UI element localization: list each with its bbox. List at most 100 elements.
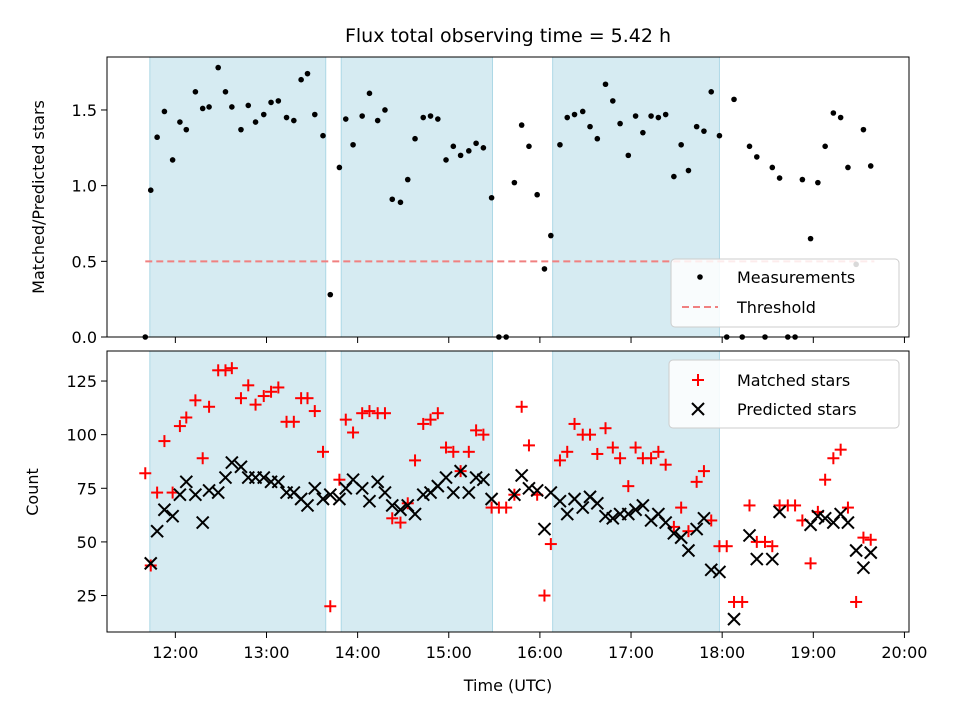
predicted-star-point: [446, 485, 461, 500]
matched-star-point: [622, 480, 635, 493]
legend-label-threshold: Threshold: [736, 298, 816, 317]
measurement-point: [685, 167, 692, 174]
bottom-y-ticks: 25 50 75 100 125: [66, 372, 107, 606]
predicted-star-point: [621, 507, 636, 521]
top-axes-frame: [106, 56, 910, 338]
predicted-star-point: [453, 464, 468, 478]
measurement-point: [610, 98, 616, 104]
measurement-point: [154, 134, 160, 141]
top-panel: 0.0 0.5 1.0 1.5 Matched/Predicted stars Mea…: [29, 56, 910, 347]
y-tick-label-1: 0.5: [72, 252, 97, 271]
predicted-stars-points: [144, 455, 878, 626]
matched-star-point: [500, 501, 513, 514]
y-tick-label-3: 100: [66, 426, 97, 445]
measurement-point: [374, 117, 381, 124]
matched-star-point: [409, 454, 422, 467]
measurement-point: [192, 89, 199, 95]
predicted-star-point: [560, 507, 574, 521]
measurement-point: [557, 141, 563, 148]
measurement-point: [169, 157, 176, 163]
measurement-point: [397, 199, 404, 206]
predicted-star-point: [469, 470, 483, 485]
matched-star-point: [272, 381, 285, 394]
predicted-star-point: [484, 492, 499, 506]
measurement-point: [147, 187, 154, 193]
measurement-point: [404, 176, 411, 183]
predicted-star-point: [750, 552, 764, 566]
measurement-point: [457, 152, 464, 159]
measurement-point: [693, 123, 700, 130]
matched-star-point: [339, 413, 352, 426]
bottom-y-axis-label: Count: [23, 468, 42, 516]
matched-star-point: [356, 407, 369, 420]
measurement-point: [617, 120, 623, 127]
predicted-star-point: [157, 503, 172, 517]
predicted-star-point: [598, 509, 613, 523]
x-axis-label: Time (UTC): [463, 676, 552, 695]
measurement-point: [822, 143, 828, 150]
predicted-star-point: [772, 505, 787, 519]
matched-star-point: [225, 362, 238, 375]
matched-star-point: [515, 400, 528, 413]
measurement-point: [518, 122, 525, 128]
measurement-point: [579, 108, 586, 115]
predicted-star-point: [144, 556, 158, 571]
measurement-point: [548, 232, 554, 239]
predicted-star-point: [439, 470, 453, 485]
measurement-point: [602, 81, 609, 88]
measurement-point: [754, 154, 760, 160]
matched-star-point: [287, 415, 300, 428]
predicted-star-point: [150, 524, 164, 538]
measurement-point: [708, 89, 715, 95]
measurement-point: [311, 111, 318, 118]
matched-star-point: [736, 595, 749, 608]
predicted-star-point: [257, 470, 271, 485]
matched-star-point: [203, 400, 216, 413]
predicted-star-point: [211, 485, 225, 500]
y-tick-label-2: 75: [77, 479, 97, 498]
predicted-star-point: [362, 494, 377, 508]
measurement-point: [283, 114, 290, 121]
x-tick-label-3: 15:00: [426, 643, 472, 662]
measurement-point: [678, 141, 684, 148]
measurement-point: [215, 64, 221, 71]
measurement-point: [845, 164, 851, 171]
predicted-star-point: [674, 530, 688, 545]
matched-star-point: [347, 426, 360, 439]
matched-star-point: [827, 452, 840, 465]
predicted-star-point: [225, 455, 239, 470]
measurement-point: [199, 105, 206, 112]
matched-star-point: [629, 441, 642, 454]
measurement-point: [206, 104, 212, 110]
measurement-point: [350, 141, 356, 148]
top-legend-box: [670, 258, 900, 328]
predicted-star-point: [590, 496, 605, 511]
matched-star-point: [857, 531, 870, 544]
measurement-point: [268, 99, 274, 106]
measurement-point: [807, 235, 814, 242]
measurement-point: [662, 111, 669, 118]
measurement-point: [320, 132, 326, 139]
chart-title: Flux total observing time = 5.42 h: [345, 25, 671, 47]
matched-star-point: [561, 445, 574, 458]
predicted-star-point: [697, 511, 711, 526]
predicted-star-point: [355, 481, 369, 495]
measurement-point: [867, 163, 874, 169]
matched-star-point: [591, 447, 604, 460]
predicted-star-point: [476, 472, 491, 487]
predicted-star-point: [742, 528, 757, 543]
measurement-point: [625, 152, 632, 159]
shaded-interval-0: [149, 56, 327, 338]
measurement-point: [342, 116, 349, 122]
predicted-star-point: [522, 481, 536, 495]
legend-marker-predicted-stars: [691, 402, 705, 416]
measurement-point: [450, 143, 457, 150]
measurement-point: [382, 107, 388, 113]
predicted-star-point: [408, 507, 422, 521]
predicted-star-point: [712, 565, 727, 579]
matched-star-point: [378, 407, 391, 420]
predicted-star-point: [332, 492, 347, 506]
matched-star-point: [447, 445, 460, 458]
matched-star-point: [196, 452, 209, 465]
